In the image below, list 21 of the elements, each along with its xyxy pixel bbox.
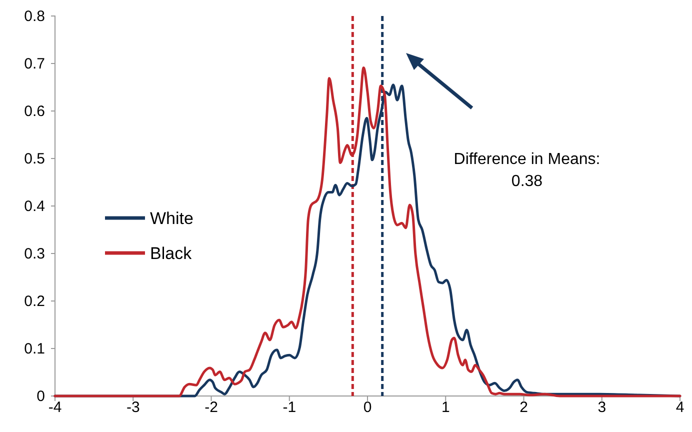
x-tick-label: -4: [48, 399, 62, 416]
y-tick-label: 0.7: [24, 55, 45, 72]
legend-label: Black: [150, 244, 192, 263]
y-tick-label: 0.6: [24, 102, 45, 120]
legend-label: White: [150, 209, 194, 228]
annotation: Difference in Means: 0.38: [454, 151, 600, 190]
y-tick-label: 0.2: [24, 292, 45, 310]
x-tick-label: 1: [441, 399, 450, 416]
x-tick-label: 0: [363, 399, 372, 416]
x-tick-label: 3: [598, 399, 606, 416]
y-tick-label: 0.4: [24, 198, 45, 215]
y-tick-label: 0.1: [24, 340, 45, 358]
y-tick-label: 0: [36, 388, 45, 405]
y-tick-label: 0.3: [24, 245, 45, 262]
x-tick-label: 2: [520, 399, 528, 416]
x-tick-label: -1: [282, 399, 296, 416]
x-tick-label: 4: [676, 399, 684, 416]
x-tick-label: -3: [126, 399, 140, 416]
y-tick-label: 0.5: [24, 150, 45, 168]
y-tick-label: 0.8: [24, 8, 45, 25]
x-tick-label: -2: [204, 399, 218, 416]
